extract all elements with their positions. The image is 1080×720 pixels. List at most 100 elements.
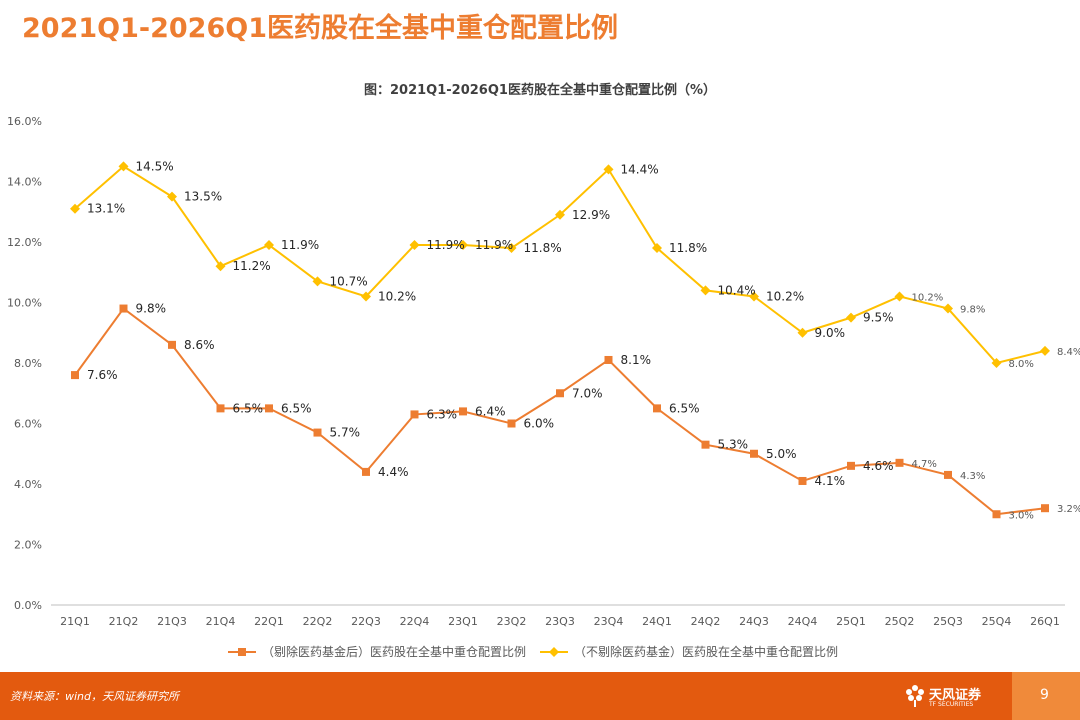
data-label: 5.7% (330, 426, 361, 440)
data-label: 13.5% (184, 190, 222, 204)
y-tick-label: 14.0% (7, 176, 42, 189)
slide-title: 2021Q1-2026Q1医药股在全基中重仓配置比例 (22, 13, 618, 44)
data-point (944, 470, 952, 479)
x-tick-label: 23Q3 (545, 615, 575, 628)
y-tick-label: 2.0% (14, 539, 42, 552)
x-tick-label: 26Q1 (1030, 615, 1060, 628)
data-label: 13.1% (87, 202, 125, 216)
data-point (215, 261, 226, 272)
data-label: 6.5% (669, 401, 700, 415)
data-label: 8.1% (621, 353, 652, 367)
data-point (168, 340, 176, 349)
x-tick-label: 23Q2 (497, 615, 527, 628)
data-label: 10.2% (766, 289, 804, 303)
data-point (992, 510, 1001, 519)
data-point (556, 389, 564, 398)
data-label: 11.2% (233, 259, 271, 273)
data-point (264, 240, 274, 251)
x-tick-label: 22Q3 (351, 615, 381, 628)
data-point (312, 276, 323, 287)
y-tick-label: 4.0% (14, 478, 42, 491)
line-chart: 图：2021Q1-2026Q1医药股在全基中重仓配置比例（%） 0.0% 2.0%… (7, 82, 1080, 659)
data-label: 8.6% (184, 338, 215, 352)
data-point (991, 358, 1002, 368)
data-label: 8.0% (1009, 359, 1034, 370)
data-label: 6.4% (475, 404, 506, 418)
x-tick-label: 25Q3 (933, 615, 963, 628)
data-label: 6.5% (281, 401, 312, 415)
data-point (507, 419, 516, 428)
data-label: 12.9% (572, 208, 610, 222)
data-label: 3.2% (1057, 504, 1080, 515)
data-point (458, 240, 468, 251)
x-tick-label: 24Q2 (691, 615, 721, 628)
legend-marker (238, 648, 246, 656)
data-label: 4.3% (960, 471, 985, 482)
data-point (70, 203, 80, 214)
data-label: 4.6% (863, 459, 894, 473)
data-point (750, 449, 758, 458)
data-label: 7.6% (87, 368, 118, 382)
brand-subtitle: TF SECURITIES (929, 701, 974, 708)
data-point (555, 209, 565, 220)
data-label: 14.4% (621, 162, 659, 176)
data-point (71, 371, 79, 380)
data-label: 4.7% (912, 459, 937, 470)
data-point (652, 243, 662, 254)
x-tick-label: 24Q3 (739, 615, 769, 628)
data-point (604, 355, 613, 364)
data-point (119, 304, 128, 313)
data-point (167, 191, 177, 202)
data-label: 4.4% (378, 465, 409, 479)
data-point (700, 285, 711, 296)
y-tick-label: 16.0% (7, 115, 42, 128)
data-label: 11.9% (427, 238, 465, 252)
x-tick-label: 21Q2 (109, 615, 139, 628)
data-point (943, 303, 953, 314)
data-point (459, 407, 467, 416)
data-point (361, 291, 371, 302)
data-point (410, 410, 419, 419)
brand-logo: 天风证券 TF SECURITIES (905, 681, 1005, 713)
data-labels: 7.6% 9.8% 8.6% 6.5% 6.5% 5.7% 4.4% 6.3% 6.4% 6.0%… (87, 159, 1080, 521)
data-point (362, 467, 370, 476)
data-point (846, 312, 856, 323)
y-tick-label: 6.0% (14, 418, 42, 431)
data-point (701, 440, 710, 449)
data-label: 11.9% (475, 238, 513, 252)
x-tick-label: 22Q4 (400, 615, 430, 628)
data-label: 3.0% (1009, 510, 1034, 521)
x-axis: 21Q1 21Q2 21Q3 21Q4 22Q1 22Q2 22Q3 22Q4 23Q1 23Q2… (60, 615, 1060, 628)
x-tick-label: 25Q1 (836, 615, 866, 628)
y-axis: 0.0% 2.0% 4.0% 6.0% 8.0% 10.0% 12.0% 14.0% 16.0% (7, 115, 42, 612)
legend: （剔除医药基金后）医药股在全基中重仓配置比例 （不剔除医药基金）医药股在全基中重仓… (228, 644, 838, 659)
footer-source: 资料来源：wind，天风证券研究所 (10, 690, 180, 703)
page-number: 9 (1040, 687, 1049, 703)
data-label: 7.0% (572, 386, 603, 400)
data-label: 10.4% (718, 283, 756, 297)
data-point (506, 243, 517, 254)
data-label: 6.3% (427, 407, 458, 421)
data-point (797, 327, 808, 338)
data-point (653, 404, 661, 413)
data-label: 10.2% (912, 292, 944, 303)
data-label: 11.8% (524, 241, 562, 255)
data-label: 11.9% (281, 238, 319, 252)
flower-icon (906, 685, 924, 707)
data-label: 14.5% (136, 159, 174, 173)
x-tick-label: 23Q1 (448, 615, 478, 628)
y-tick-label: 0.0% (14, 599, 42, 612)
data-label: 6.0% (524, 417, 555, 431)
x-tick-label: 21Q3 (157, 615, 187, 628)
x-tick-label: 22Q1 (254, 615, 284, 628)
data-point (894, 291, 905, 302)
data-label: 8.4% (1057, 347, 1080, 358)
legend-label: （剔除医药基金后）医药股在全基中重仓配置比例 (262, 644, 526, 659)
data-point (409, 240, 420, 251)
data-point (313, 428, 322, 437)
data-label: 9.5% (863, 311, 894, 325)
data-label: 11.8% (669, 241, 707, 255)
data-label: 4.1% (815, 474, 846, 488)
data-point (798, 476, 807, 485)
data-label: 9.0% (815, 326, 846, 340)
